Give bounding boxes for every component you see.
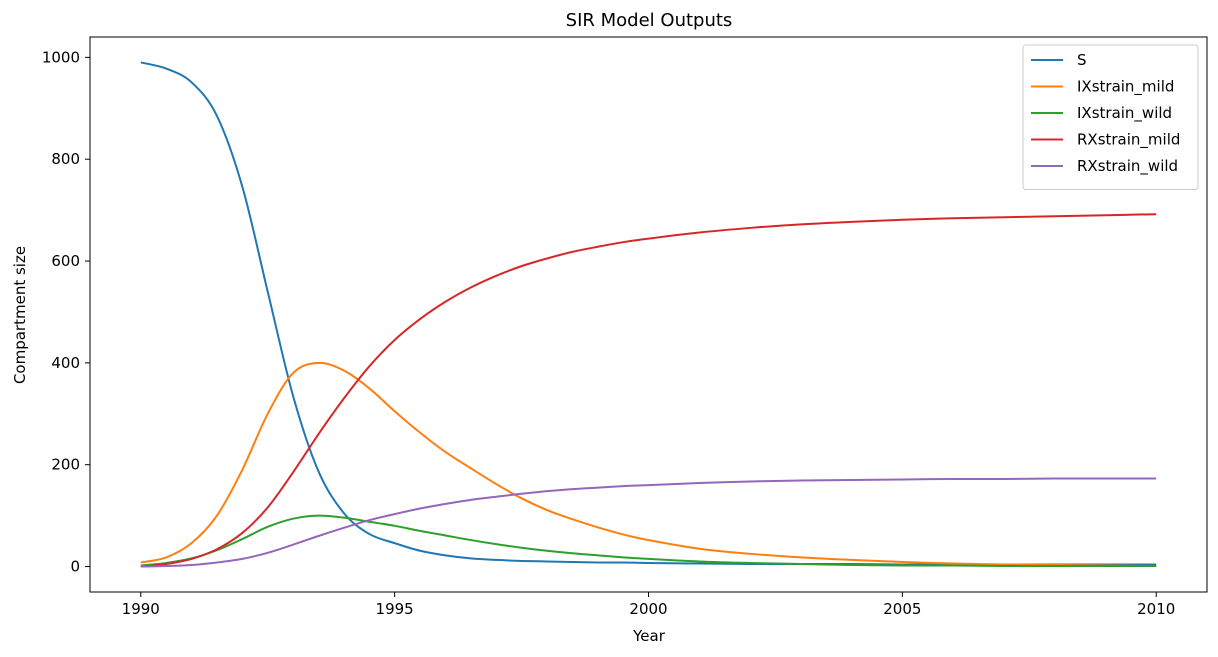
y-axis-title: Compartment size — [11, 246, 29, 384]
series-line-ixstrain-wild — [140, 514, 1157, 568]
x-tick-label: 1990 — [122, 600, 160, 618]
y-tick-label: 600 — [51, 252, 80, 270]
y-tick-label: 400 — [51, 354, 80, 372]
y-tick-label: 1000 — [42, 48, 80, 66]
y-tick-label: 800 — [51, 150, 80, 168]
y-axis: 0 200 400 600 800 1000 — [42, 48, 90, 576]
legend-label: S — [1077, 51, 1087, 69]
series-line-rxstrain-wild — [140, 477, 1157, 568]
series-line-ixstrain-mild — [140, 361, 1157, 568]
series-line-rxstrain-mild — [140, 213, 1157, 568]
x-tick-label: 2010 — [1137, 600, 1175, 618]
legend-label: IXstrain_wild — [1077, 104, 1172, 123]
legend-label: RXstrain_wild — [1077, 157, 1178, 176]
legend: S IXstrain_mild IXstrain_wild RXstrain_mild… — [1022, 44, 1199, 190]
legend-label: RXstrain_mild — [1077, 131, 1180, 150]
x-axis: 1990 1995 2000 2005 2010 — [122, 592, 1175, 618]
chart-title: SIR Model Outputs — [566, 10, 733, 31]
series-line-s — [140, 61, 1157, 566]
legend-box — [1022, 44, 1199, 190]
plot-area — [140, 61, 1157, 568]
legend-label: IXstrain_mild — [1077, 78, 1174, 97]
y-tick-label: 0 — [70, 558, 80, 576]
y-tick-label: 200 — [51, 456, 80, 474]
x-tick-label: 2000 — [629, 600, 667, 618]
x-axis-title: Year — [632, 627, 666, 645]
x-tick-label: 1995 — [376, 600, 414, 618]
x-tick-label: 2005 — [883, 600, 921, 618]
